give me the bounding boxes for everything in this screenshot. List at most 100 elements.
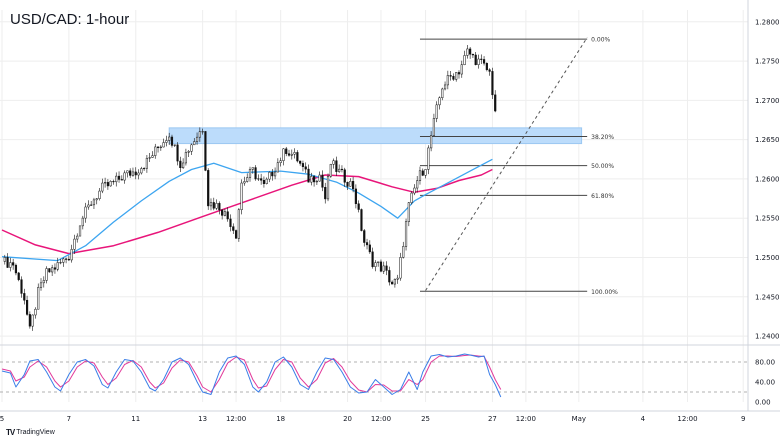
price-tick-label: 1.24500 [755, 293, 780, 301]
candle-body [357, 203, 360, 210]
candle-body [324, 187, 327, 200]
trend-line [425, 37, 588, 291]
candle-body [6, 257, 9, 268]
candle-body [223, 211, 227, 216]
candle-body [140, 168, 143, 174]
candle-body [168, 136, 171, 141]
candle-body [443, 84, 447, 90]
candle-body [346, 182, 349, 187]
candle-body [42, 280, 45, 284]
candle-body [404, 221, 408, 247]
candle-body [329, 164, 332, 177]
candle-body [279, 160, 282, 163]
price-tick-label: 1.25500 [755, 215, 780, 223]
tradingview-brand: TV TradingView [6, 428, 55, 437]
candle-body [299, 160, 302, 164]
time-tick-label: 12:00 [371, 415, 391, 423]
candle-body [90, 204, 93, 206]
candle-body [399, 257, 402, 279]
candle-body [410, 192, 413, 204]
candle-body [393, 278, 396, 285]
candle-body [176, 144, 179, 162]
resistance-zone-box [168, 127, 583, 145]
candle-body [212, 202, 215, 209]
candle-body [374, 262, 377, 267]
candle-body [20, 279, 23, 294]
candle-body [457, 72, 461, 75]
candle-body [321, 174, 324, 188]
candle-body [237, 209, 240, 239]
candle-body [385, 265, 388, 271]
osc-tick-label: 40.00 [755, 379, 775, 387]
candle-body [471, 53, 475, 56]
candle-body [195, 136, 199, 142]
candle-body [243, 181, 246, 184]
candle-body [59, 262, 62, 264]
candle-body [488, 69, 491, 72]
candlestick-series [3, 44, 497, 331]
candle-body [335, 160, 338, 172]
candle-body [170, 136, 174, 146]
price-tick-label: 1.27500 [755, 58, 780, 66]
candle-body [480, 58, 483, 60]
candle-body [310, 176, 313, 183]
candle-body [109, 181, 112, 187]
candle-body [12, 262, 15, 266]
candle-body [343, 169, 346, 183]
candle-body [273, 171, 277, 177]
candle-body [446, 75, 449, 86]
stochastic-rsi-pane [0, 353, 748, 398]
time-tick-label: 13 [198, 415, 207, 423]
candle-body [67, 258, 70, 261]
candle-body [293, 152, 296, 155]
candle-body [491, 71, 494, 96]
stoch-rsi-d-line [1, 354, 502, 393]
price-axis: 1.28000 1.27500 1.27000 1.26500 1.26000 1.255… [755, 18, 780, 406]
candle-body [104, 182, 107, 184]
candle-body [435, 104, 438, 119]
candle-body [318, 174, 321, 182]
candle-body [441, 88, 444, 99]
candle-body [430, 135, 433, 149]
time-axis: 5 7 11 13 12:00 18 20 12:00 25 27 12:00 May 4 12:00 9 [0, 415, 745, 423]
candle-body [151, 155, 154, 158]
candle-body [84, 206, 87, 219]
candle-body [232, 226, 235, 231]
candle-body [98, 190, 101, 199]
time-tick-label: 12:00 [226, 415, 246, 423]
price-tick-label: 1.27000 [755, 97, 780, 105]
fib-level-label: 100.00% [591, 289, 618, 296]
candle-body [229, 218, 232, 227]
candle-body [9, 262, 12, 268]
candle-body [28, 314, 31, 327]
price-tick-label: 1.26500 [755, 136, 780, 144]
candle-body [39, 282, 43, 288]
candle-body [360, 209, 363, 231]
candle-body [460, 64, 463, 75]
candle-body [276, 162, 279, 173]
candle-body [81, 217, 84, 227]
candle-body [198, 131, 201, 138]
candle-body [154, 146, 157, 156]
candle-body [251, 167, 254, 170]
candle-body [184, 152, 187, 164]
candle-body [382, 265, 385, 272]
candle-body [338, 168, 341, 172]
candle-body [143, 167, 146, 170]
candle-body [474, 54, 477, 66]
resistance-zone [168, 127, 583, 145]
candle-body [78, 225, 82, 237]
candle-body [159, 146, 162, 149]
candle-body [156, 146, 160, 149]
candle-body [17, 272, 20, 280]
candle-body [134, 171, 137, 176]
candle-body [326, 176, 330, 200]
candle-body [349, 181, 352, 187]
candle-body [207, 170, 210, 207]
fib-level-label: 50.00% [591, 163, 614, 170]
candle-body [413, 187, 416, 194]
candle-body [131, 171, 135, 176]
stoch-rsi-k-line [1, 353, 502, 398]
candle-body [193, 141, 196, 146]
